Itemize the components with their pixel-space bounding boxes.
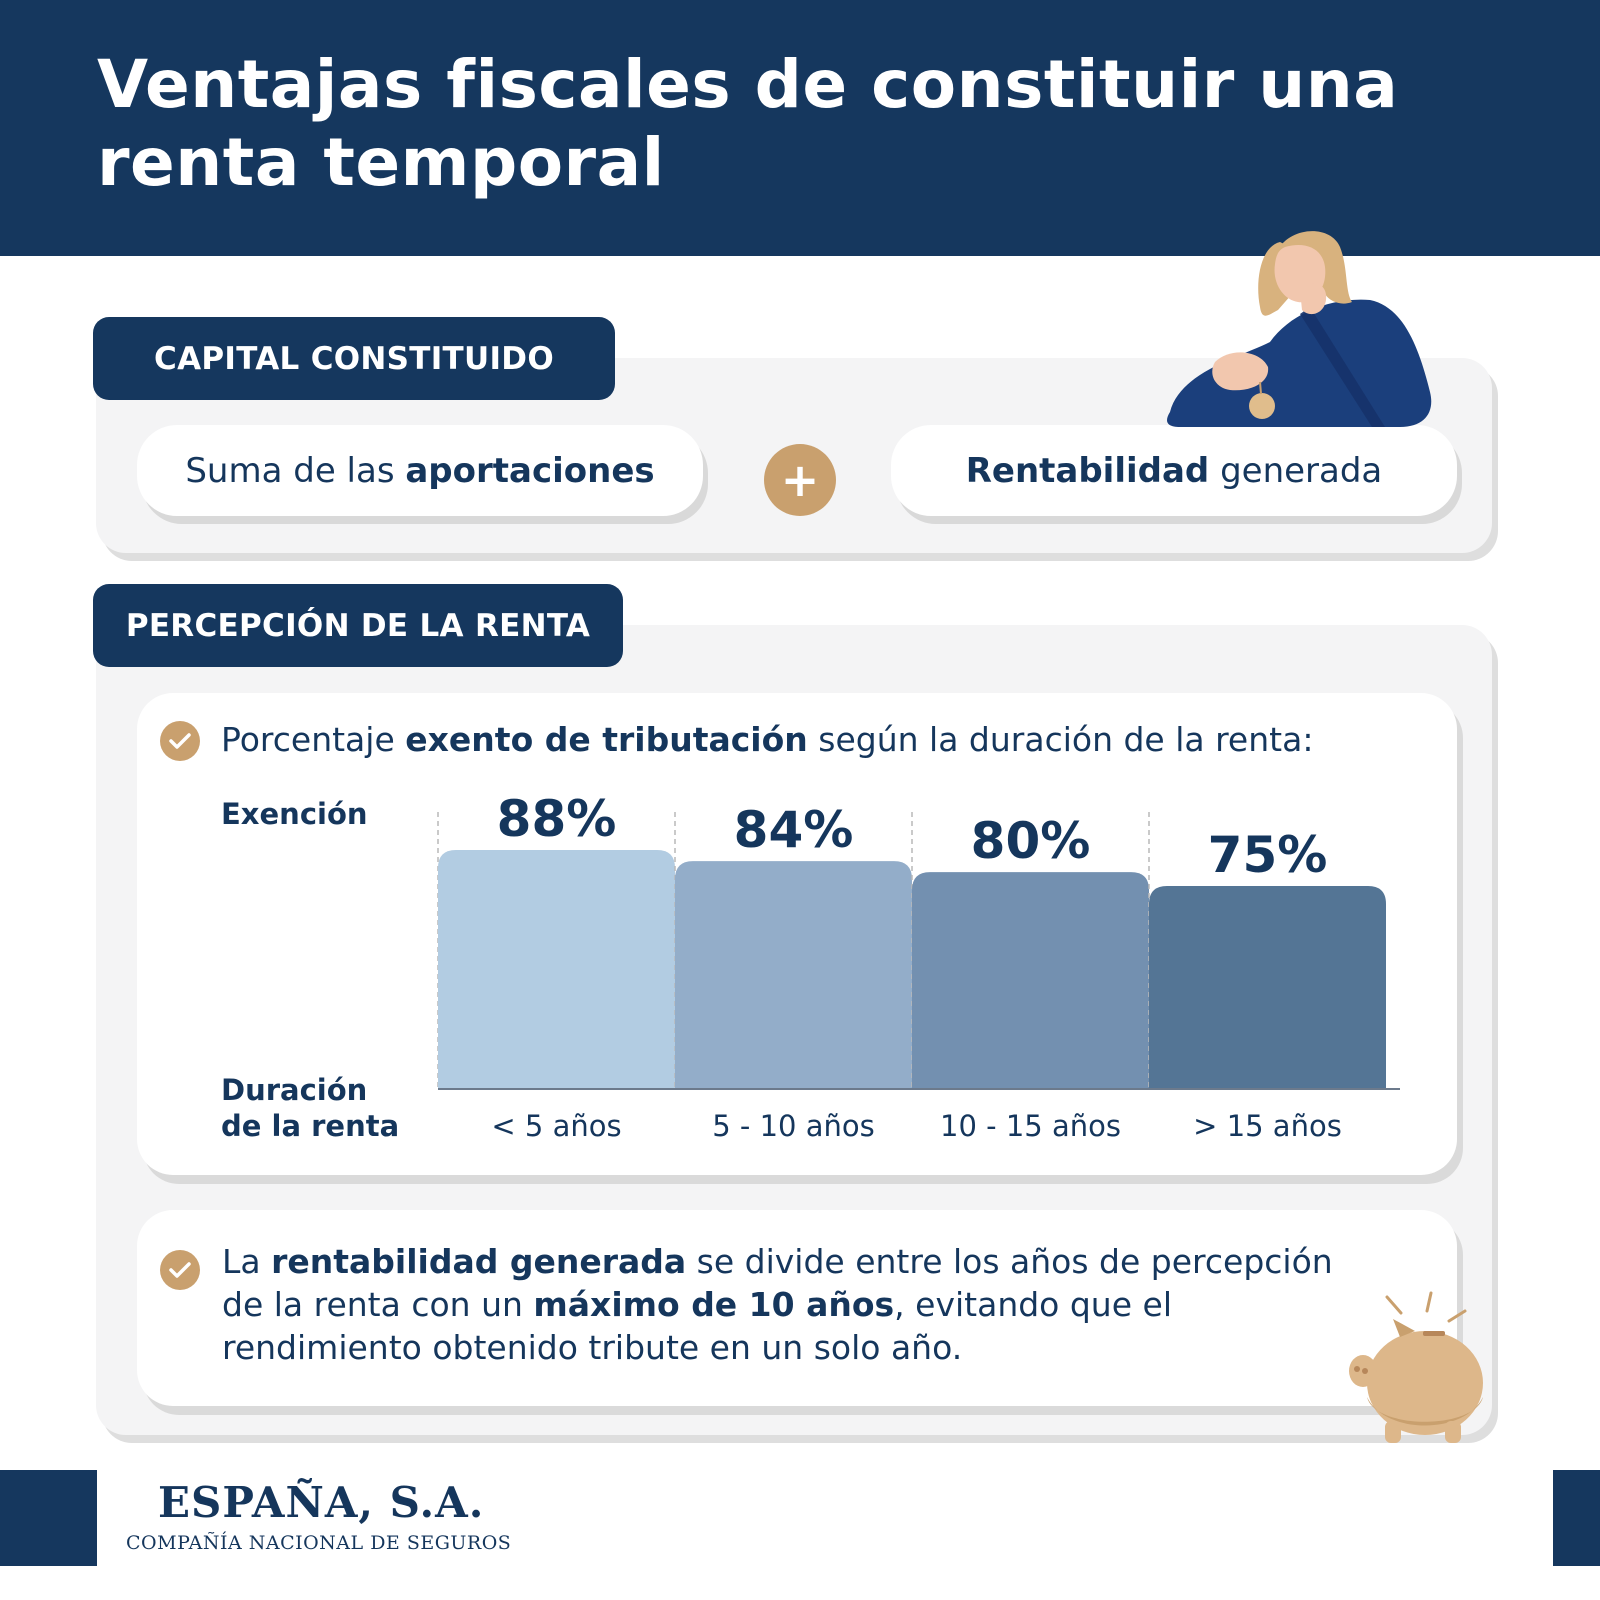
page-title: Ventajas fiscales de constituir una rent… xyxy=(97,46,1399,201)
company-subtitle: COMPAÑÍA NACIONAL DE SEGUROS xyxy=(126,1532,512,1554)
note-l1-bold: rentabilidad generada xyxy=(271,1242,687,1281)
check-icon xyxy=(160,721,200,761)
x-axis-label-line2: de la renta xyxy=(221,1109,400,1143)
note-l2-bold: máximo de 10 años xyxy=(533,1285,895,1324)
x-axis-label: Duración de la renta xyxy=(221,1072,399,1144)
aportaciones-pre: Suma de las xyxy=(185,450,406,491)
intro-pre: Porcentaje xyxy=(221,720,406,759)
header-banner: Ventajas fiscales de constituir una rent… xyxy=(0,0,1600,256)
chart-intro-text: Porcentaje exento de tributación según l… xyxy=(221,720,1313,759)
person-thinking-illustration xyxy=(1167,231,1432,427)
note-l1-post: se divide entre los años de percepción xyxy=(686,1242,1333,1281)
rentabilidad-bold: Rentabilidad xyxy=(965,450,1210,491)
note-card xyxy=(137,1210,1457,1406)
note-l2-post: , evitando que el xyxy=(894,1285,1172,1324)
rentabilidad-pill: Rentabilidad generada xyxy=(891,425,1457,516)
plus-icon: + xyxy=(764,444,836,516)
footer-corner-right xyxy=(1553,1470,1600,1566)
note-l2-pre: de la renta con un xyxy=(222,1285,534,1324)
note-line-3: rendimiento obtenido tribute en un solo … xyxy=(222,1328,963,1367)
footer-corner-left xyxy=(0,1470,97,1566)
note-text: La rentabilidad generada se divide entre… xyxy=(222,1240,1333,1369)
intro-bold: exento de tributación xyxy=(405,720,808,759)
capital-tab: CAPITAL CONSTITUIDO xyxy=(93,317,615,400)
percepcion-tab: PERCEPCIÓN DE LA RENTA xyxy=(93,584,623,667)
piggy-bank-illustration xyxy=(1349,1291,1483,1443)
y-axis-label: Exención xyxy=(221,797,368,831)
check-icon xyxy=(160,1250,200,1290)
rentabilidad-post: generada xyxy=(1209,450,1383,491)
note-line-1: La rentabilidad generada se divide entre… xyxy=(222,1240,1333,1283)
intro-post: según la duración de la renta: xyxy=(807,720,1314,759)
aportaciones-pill: Suma de las aportaciones xyxy=(137,425,703,516)
aportaciones-bold: aportaciones xyxy=(405,450,655,491)
company-logo: ESPAÑA, S.A. xyxy=(158,1478,485,1527)
note-line-2: de la renta con un máximo de 10 años, ev… xyxy=(222,1283,1333,1326)
note-l1-pre: La xyxy=(222,1242,272,1281)
x-axis-label-line1: Duración xyxy=(221,1073,368,1107)
